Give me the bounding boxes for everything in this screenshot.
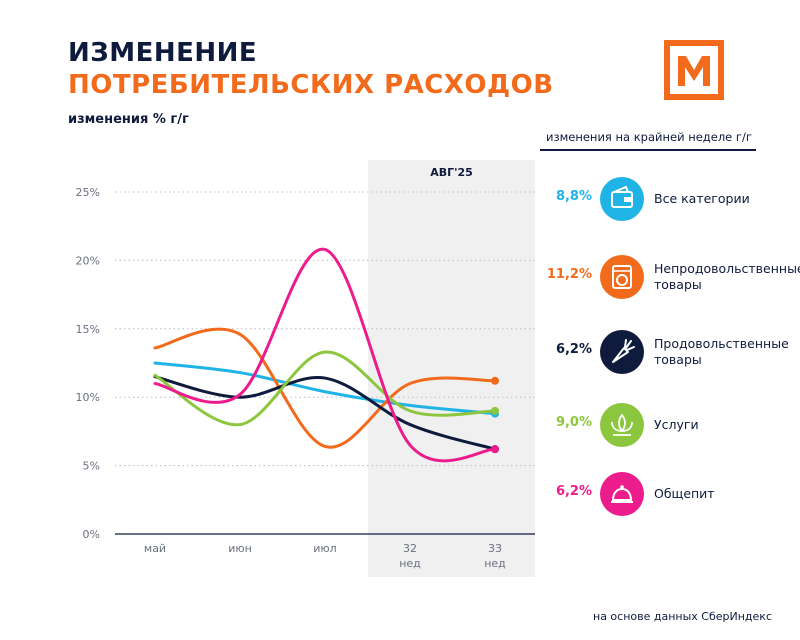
legend-item-all-categories: 8,8% Все категории <box>540 177 790 221</box>
x-tick-label: 32 нед <box>399 542 421 570</box>
washing-machine-icon <box>600 255 644 299</box>
legend-value: 11,2% <box>546 267 592 282</box>
legend-item-services: 9,0% Услуги <box>540 403 790 447</box>
series-line-4 <box>153 247 497 463</box>
x-tick-label: май <box>144 542 166 555</box>
series-line-3 <box>153 350 497 427</box>
legend-label: Все категории <box>654 191 750 206</box>
legend-divider <box>540 149 756 151</box>
y-tick-label: 25% <box>76 186 100 199</box>
highlight-period-label: АВГ'25 <box>430 166 473 179</box>
legend-value: 6,2% <box>555 484 592 499</box>
x-tick-label: 33 нед <box>484 542 506 570</box>
y-tick-label: 0% <box>83 528 100 541</box>
legend-item-food: 6,2% Продовольственные товары <box>540 330 790 374</box>
x-tick-label: июн <box>228 542 252 555</box>
series-line-1 <box>153 327 497 449</box>
highlight-period-band <box>368 160 535 577</box>
legend-value: 8,8% <box>555 189 592 204</box>
legend-heading: изменения на крайней неделе г/г <box>546 130 752 144</box>
y-tick-label: 20% <box>76 254 100 267</box>
series-line-2 <box>153 375 497 451</box>
wallet-icon <box>600 177 644 221</box>
m-logo-icon <box>664 40 724 100</box>
page-title-line-2: ПОТРЕБИТЕЛЬСКИХ РАСХОДОВ <box>68 70 554 100</box>
page-title-line-1: ИЗМЕНЕНИЕ <box>68 38 258 68</box>
data-source-note: на основе данных СберИндекс <box>593 610 772 623</box>
legend-item-catering: 6,2% Общепит <box>540 472 790 516</box>
x-tick-label: июл <box>313 542 336 555</box>
legend-label: Непродовольственные товары <box>654 261 800 292</box>
y-tick-label: 10% <box>76 391 100 404</box>
line-chart: АВГ'25 0% 5% 10% 15% 20% 25% май июн июл 32 нед 33… <box>76 160 535 577</box>
legend-value: 6,2% <box>555 342 592 357</box>
legend-label: Общепит <box>654 486 715 501</box>
legend-label: Продовольственные товары <box>654 336 789 367</box>
series-endpoint-4 <box>491 445 499 454</box>
series-line-0 <box>153 361 497 416</box>
lotus-icon <box>600 403 644 447</box>
carrot-icon <box>600 330 644 374</box>
chart-subtitle: изменения % г/г <box>68 112 189 127</box>
series-endpoint-1 <box>491 376 499 385</box>
legend-item-non-food: 11,2% Непродовольственные товары <box>540 255 800 299</box>
y-tick-label: 5% <box>83 460 100 473</box>
cloche-icon <box>600 472 644 516</box>
y-tick-label: 15% <box>76 323 100 336</box>
legend-label: Услуги <box>654 417 699 432</box>
series-endpoint-3 <box>491 406 499 415</box>
legend-value: 9,0% <box>555 415 592 430</box>
